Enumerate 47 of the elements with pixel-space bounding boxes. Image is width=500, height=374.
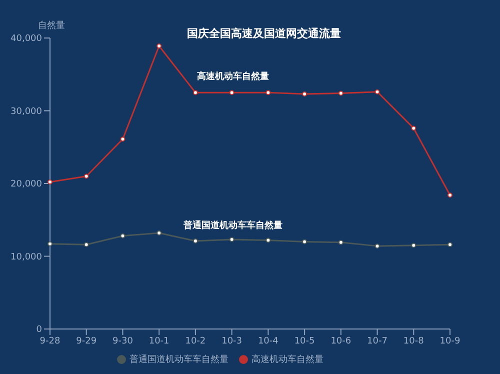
point — [229, 90, 234, 96]
x-tick-label: 10-2 — [185, 336, 206, 346]
point — [302, 239, 308, 244]
point — [411, 242, 416, 248]
point — [338, 240, 344, 245]
x-tick-label: 10-4 — [258, 336, 279, 346]
point — [266, 238, 271, 243]
point — [120, 136, 126, 142]
y-tick-label: 0 — [36, 325, 42, 336]
x-tick-label: 10-6 — [330, 336, 352, 346]
point — [374, 244, 380, 249]
x-tick-label: 10-8 — [403, 336, 424, 346]
point — [411, 126, 416, 131]
annotation: 高速机动车自然量 — [196, 70, 270, 83]
y-tick-label: 30,000 — [10, 106, 42, 117]
x-tick-label: 9-30 — [112, 336, 134, 346]
point — [156, 230, 162, 236]
point — [120, 233, 126, 238]
point — [48, 180, 52, 185]
chart-title: 国庆全国高速及国道网交通流量 — [187, 27, 341, 40]
y-tick-label: 10,000 — [10, 252, 42, 262]
point — [374, 89, 380, 94]
legend-label: 普通国道机动车车自然量 — [130, 355, 228, 365]
x-tick-label: 10-5 — [294, 336, 315, 346]
point — [448, 242, 452, 248]
point — [192, 238, 198, 244]
point — [229, 237, 234, 242]
point — [48, 241, 52, 246]
x-tick-label: 10-9 — [440, 336, 460, 346]
point — [266, 90, 271, 96]
point — [84, 242, 89, 248]
point — [448, 192, 452, 198]
y-axis-title: 自然量 — [38, 20, 65, 32]
x-tick-label: 9-29 — [76, 336, 97, 346]
point — [302, 92, 308, 97]
point — [338, 90, 344, 96]
legend-label: 高速机动车自然量 — [252, 355, 324, 365]
x-tick-label: 10-1 — [148, 336, 170, 346]
annotation: 普通国道机动车车自然量 — [182, 219, 284, 232]
y-tick-label: 40,000 — [10, 34, 42, 44]
y-tick-label: 20,000 — [10, 180, 42, 190]
point — [84, 174, 89, 179]
point — [156, 44, 162, 49]
point — [192, 90, 198, 96]
x-tick-label: 10-7 — [367, 336, 388, 346]
x-tick-label: 9-28 — [40, 336, 60, 346]
x-tick-label: 10-3 — [222, 336, 242, 346]
